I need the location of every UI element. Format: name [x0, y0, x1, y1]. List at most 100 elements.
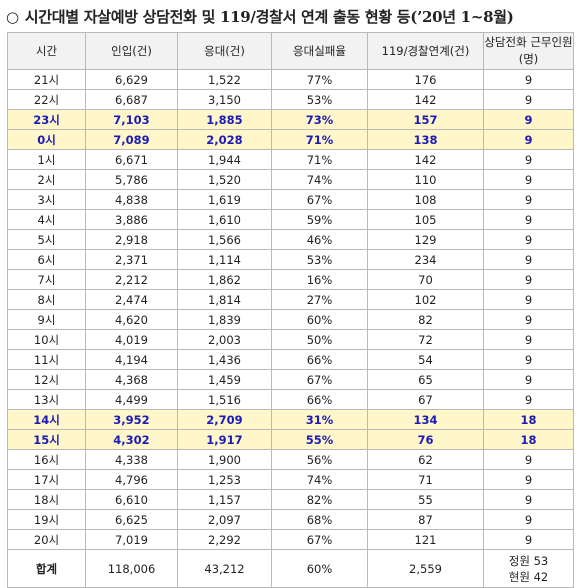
answered-cell: 2,709: [177, 409, 272, 430]
fail-rate-cell: 67%: [271, 369, 368, 390]
fail-rate-cell: 16%: [271, 269, 368, 290]
staff-cell: 9: [483, 69, 574, 90]
incoming-cell: 7,103: [85, 109, 178, 130]
total-row: 합계 118,006 43,212 60% 2,559 정원 53 현원 42: [7, 549, 574, 588]
table-row: 6시 2,371 1,114 53% 234 9: [7, 249, 574, 270]
table-row: 17시 4,796 1,253 74% 71 9: [7, 469, 574, 490]
answered-cell: 3,150: [177, 89, 272, 110]
fail-rate-cell: 66%: [271, 349, 368, 370]
fail-rate-cell: 56%: [271, 449, 368, 470]
answered-cell: 1,516: [177, 389, 272, 410]
staff-cell: 9: [483, 329, 574, 350]
link-cell: 176: [367, 69, 484, 90]
table-body: 21시 6,629 1,522 77% 176 9 22시 6,687 3,150 53% 142 9…: [7, 69, 574, 550]
page-title: ○ 시간대별 자살예방 상담전화 및 119/경찰서 연계 출동 현황 등(’20…: [6, 6, 514, 28]
link-cell: 138: [367, 129, 484, 150]
staff-cell: 18: [483, 429, 574, 450]
staff-quota: 정원 53: [508, 553, 549, 568]
table-row: 20시 7,019 2,292 67% 121 9: [7, 529, 574, 550]
fail-rate-cell: 53%: [271, 249, 368, 270]
incoming-cell: 5,786: [85, 169, 178, 190]
fail-rate-cell: 59%: [271, 209, 368, 230]
staff-cell: 9: [483, 489, 574, 510]
header-incoming: 인입(건): [85, 32, 178, 70]
staff-cell: 18: [483, 409, 574, 430]
incoming-cell: 4,194: [85, 349, 178, 370]
staff-cell: 9: [483, 229, 574, 250]
time-cell: 0시: [7, 129, 86, 150]
incoming-cell: 4,499: [85, 389, 178, 410]
answered-cell: 1,944: [177, 149, 272, 170]
staff-current: 현원 42: [508, 569, 549, 584]
incoming-cell: 6,610: [85, 489, 178, 510]
link-cell: 72: [367, 329, 484, 350]
answered-cell: 1,566: [177, 229, 272, 250]
link-cell: 67: [367, 389, 484, 410]
link-cell: 110: [367, 169, 484, 190]
staff-cell: 9: [483, 469, 574, 490]
incoming-cell: 6,625: [85, 509, 178, 530]
time-cell: 2시: [7, 169, 86, 190]
answered-cell: 1,862: [177, 269, 272, 290]
header-row: 시간 인입(건) 응대(건) 응대실패율 119/경찰연계(건) 상담전화 근무…: [7, 32, 574, 70]
answered-cell: 1,814: [177, 289, 272, 310]
link-cell: 157: [367, 109, 484, 130]
total-staff: 정원 53 현원 42: [483, 549, 574, 588]
table-row: 1시 6,671 1,944 71% 142 9: [7, 149, 574, 170]
table-row: 19시 6,625 2,097 68% 87 9: [7, 509, 574, 530]
table-row: 18시 6,610 1,157 82% 55 9: [7, 489, 574, 510]
link-cell: 129: [367, 229, 484, 250]
incoming-cell: 4,368: [85, 369, 178, 390]
staff-cell: 9: [483, 169, 574, 190]
table-row: 11시 4,194 1,436 66% 54 9: [7, 349, 574, 370]
header-time: 시간: [7, 32, 86, 70]
link-cell: 71: [367, 469, 484, 490]
staff-cell: 9: [483, 109, 574, 130]
table-row: 15시 4,302 1,917 55% 76 18: [7, 429, 574, 450]
incoming-cell: 4,838: [85, 189, 178, 210]
title-bullet: ○: [6, 8, 19, 26]
incoming-cell: 4,338: [85, 449, 178, 470]
fail-rate-cell: 46%: [271, 229, 368, 250]
time-cell: 3시: [7, 189, 86, 210]
incoming-cell: 2,371: [85, 249, 178, 270]
time-cell: 15시: [7, 429, 86, 450]
answered-cell: 1,253: [177, 469, 272, 490]
time-cell: 23시: [7, 109, 86, 130]
time-cell: 1시: [7, 149, 86, 170]
header-staff: 상담전화 근무인원(명): [483, 32, 574, 70]
staff-cell: 9: [483, 249, 574, 270]
answered-cell: 1,436: [177, 349, 272, 370]
table-row: 5시 2,918 1,566 46% 129 9: [7, 229, 574, 250]
time-cell: 12시: [7, 369, 86, 390]
link-cell: 142: [367, 89, 484, 110]
time-cell: 13시: [7, 389, 86, 410]
answered-cell: 1,900: [177, 449, 272, 470]
fail-rate-cell: 67%: [271, 529, 368, 550]
link-cell: 142: [367, 149, 484, 170]
incoming-cell: 7,089: [85, 129, 178, 150]
table-row: 7시 2,212 1,862 16% 70 9: [7, 269, 574, 290]
incoming-cell: 3,886: [85, 209, 178, 230]
staff-cell: 9: [483, 529, 574, 550]
total-fail-rate: 60%: [271, 549, 368, 588]
header-119-police-link: 119/경찰연계(건): [367, 32, 484, 70]
incoming-cell: 3,952: [85, 409, 178, 430]
table-row: 21시 6,629 1,522 77% 176 9: [7, 69, 574, 90]
incoming-cell: 2,474: [85, 289, 178, 310]
answered-cell: 1,114: [177, 249, 272, 270]
link-cell: 234: [367, 249, 484, 270]
total-answered: 43,212: [177, 549, 272, 588]
answered-cell: 2,003: [177, 329, 272, 350]
link-cell: 82: [367, 309, 484, 330]
staff-cell: 9: [483, 149, 574, 170]
time-cell: 5시: [7, 229, 86, 250]
time-cell: 11시: [7, 349, 86, 370]
answered-cell: 1,520: [177, 169, 272, 190]
fail-rate-cell: 27%: [271, 289, 368, 310]
link-cell: 65: [367, 369, 484, 390]
staff-cell: 9: [483, 349, 574, 370]
table-row: 0시 7,089 2,028 71% 138 9: [7, 129, 574, 150]
time-cell: 19시: [7, 509, 86, 530]
link-cell: 134: [367, 409, 484, 430]
